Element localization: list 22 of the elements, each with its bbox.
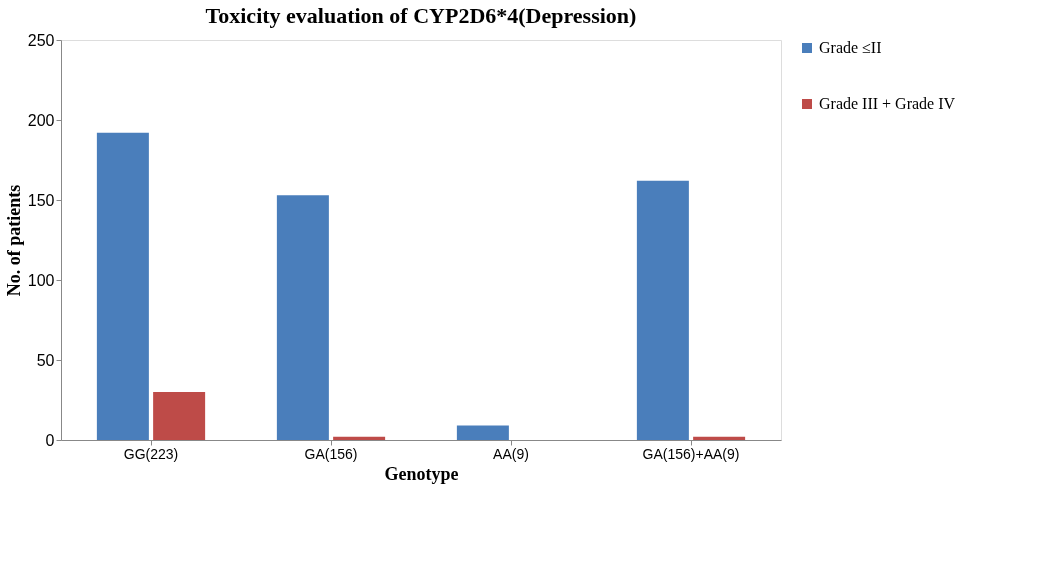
- y-tick-label: 100: [27, 271, 55, 289]
- legend-label: Grade ≤II: [819, 39, 882, 56]
- bar: [153, 392, 206, 440]
- bar: [693, 436, 746, 440]
- y-tick-label: 0: [45, 431, 55, 449]
- bar: [333, 436, 386, 440]
- y-tick-label: 50: [36, 351, 55, 369]
- x-tick-label: AA(9): [493, 445, 529, 462]
- x-tick-label: GA(156)+AA(9): [642, 445, 740, 462]
- y-tick-label: 150: [27, 191, 55, 209]
- bar: [456, 425, 509, 440]
- y-axis-title: No. of patients: [3, 184, 24, 297]
- bar: [276, 195, 329, 440]
- x-axis-title: Genotype: [384, 463, 459, 484]
- legend-label: Grade III + Grade IV: [819, 95, 956, 112]
- chart-title: Toxicity evaluation of CYP2D6*4(Depression): [205, 3, 637, 28]
- bar: [96, 132, 149, 440]
- y-tick-label: 200: [27, 111, 55, 129]
- x-tick-label: GG(223): [123, 445, 179, 462]
- x-tick-label: GA(156): [304, 445, 358, 462]
- bar: [636, 180, 689, 440]
- y-tick-label: 250: [27, 31, 55, 49]
